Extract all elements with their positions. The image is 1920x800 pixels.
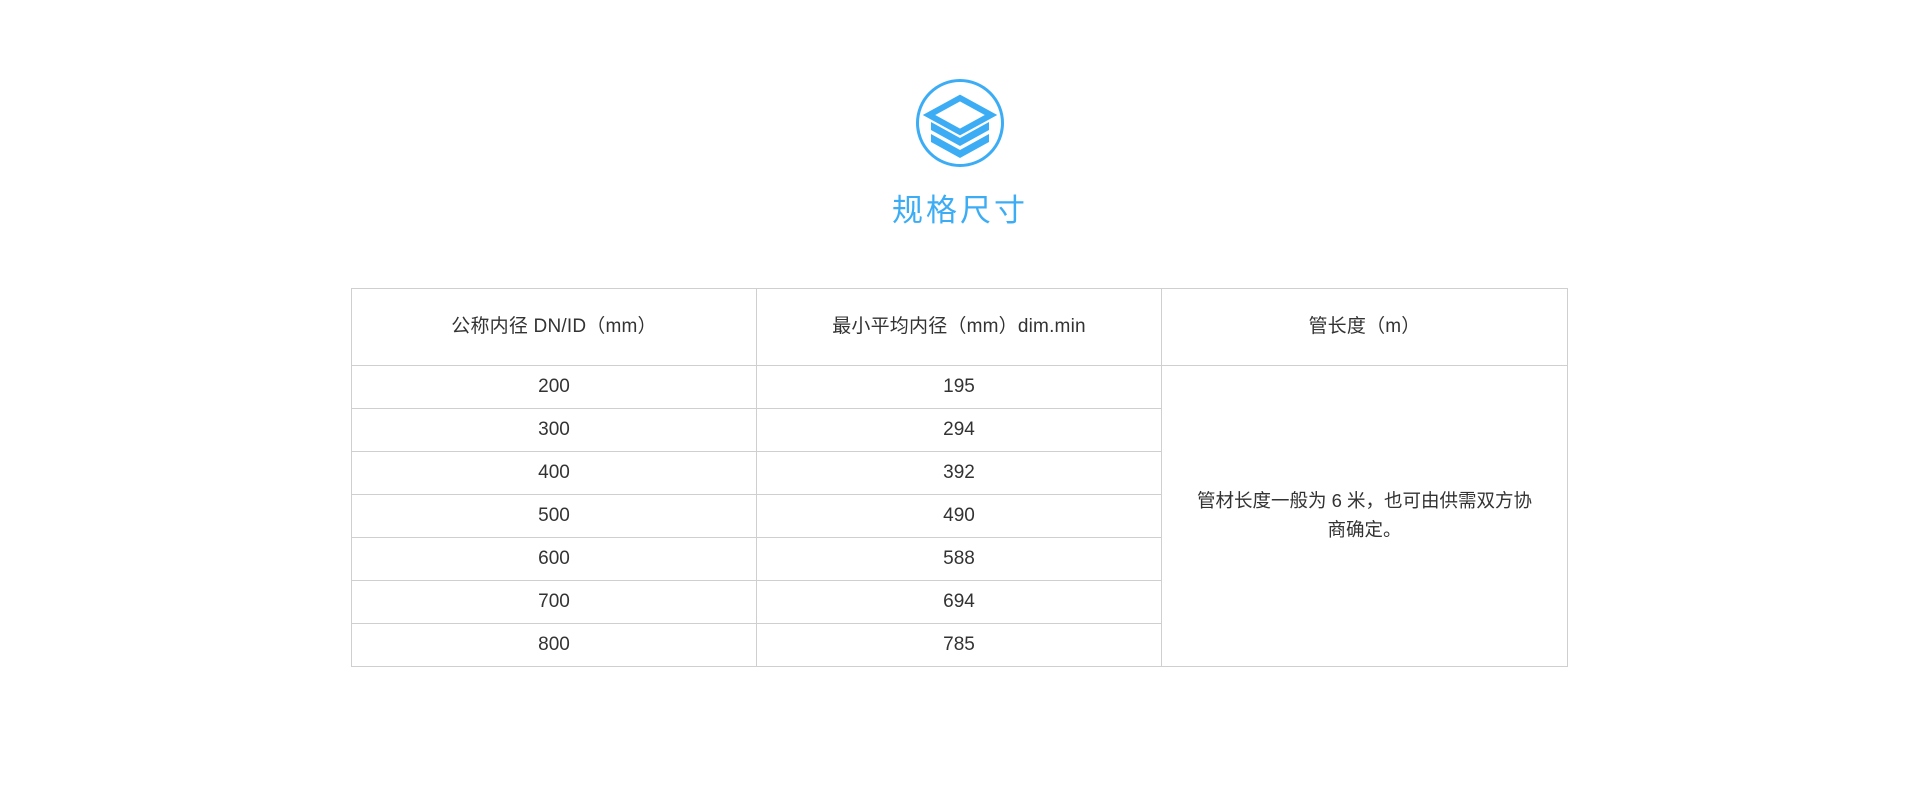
table-row: 700 694 (351, 580, 1568, 624)
table-body: 200 195 管材长度一般为 6 米，也可由供需双方协商确定。 300 294… (351, 365, 1568, 667)
table-header: 公称内径 DN/ID（mm） 最小平均内径（mm）dim.min 管长度（m） (351, 288, 1568, 366)
table-row: 400 392 (351, 451, 1568, 495)
column-header-length: 管长度（m） (1161, 288, 1568, 366)
cell-length-note: 管材长度一般为 6 米，也可由供需双方协商确定。 (1161, 365, 1568, 667)
table-row: 200 195 管材长度一般为 6 米，也可由供需双方协商确定。 (351, 365, 1568, 667)
cell-dn-id: 200 (351, 365, 757, 409)
spec-table: 公称内径 DN/ID（mm） 最小平均内径（mm）dim.min 管长度（m） … (351, 288, 1568, 667)
cell-dim-min: 588 (756, 537, 1162, 581)
cell-dim-min: 195 (756, 365, 1162, 409)
spec-table-container: 公称内径 DN/ID（mm） 最小平均内径（mm）dim.min 管长度（m） … (351, 288, 1568, 667)
table-row: 500 490 (351, 494, 1568, 538)
cell-dn-id: 600 (351, 537, 757, 581)
layers-stack-icon (916, 79, 1004, 167)
table-header-row: 公称内径 DN/ID（mm） 最小平均内径（mm）dim.min 管长度（m） (351, 288, 1568, 366)
page-title: 规格尺寸 (892, 193, 1028, 228)
table-row: 800 785 (351, 623, 1568, 667)
section-header: 规格尺寸 (0, 68, 1920, 231)
cell-dim-min: 785 (756, 623, 1162, 667)
cell-dn-id: 400 (351, 451, 757, 495)
table-row: 600 588 (351, 537, 1568, 581)
cell-dn-id: 700 (351, 580, 757, 624)
cell-dim-min: 294 (756, 408, 1162, 452)
cell-dn-id: 800 (351, 623, 757, 667)
cell-dim-min: 392 (756, 451, 1162, 495)
cell-dn-id: 500 (351, 494, 757, 538)
cell-dn-id: 300 (351, 408, 757, 452)
cell-dim-min: 490 (756, 494, 1162, 538)
cell-dim-min: 694 (756, 580, 1162, 624)
column-header-dim-min: 最小平均内径（mm）dim.min (756, 288, 1162, 366)
column-header-dn-id: 公称内径 DN/ID（mm） (351, 288, 757, 366)
